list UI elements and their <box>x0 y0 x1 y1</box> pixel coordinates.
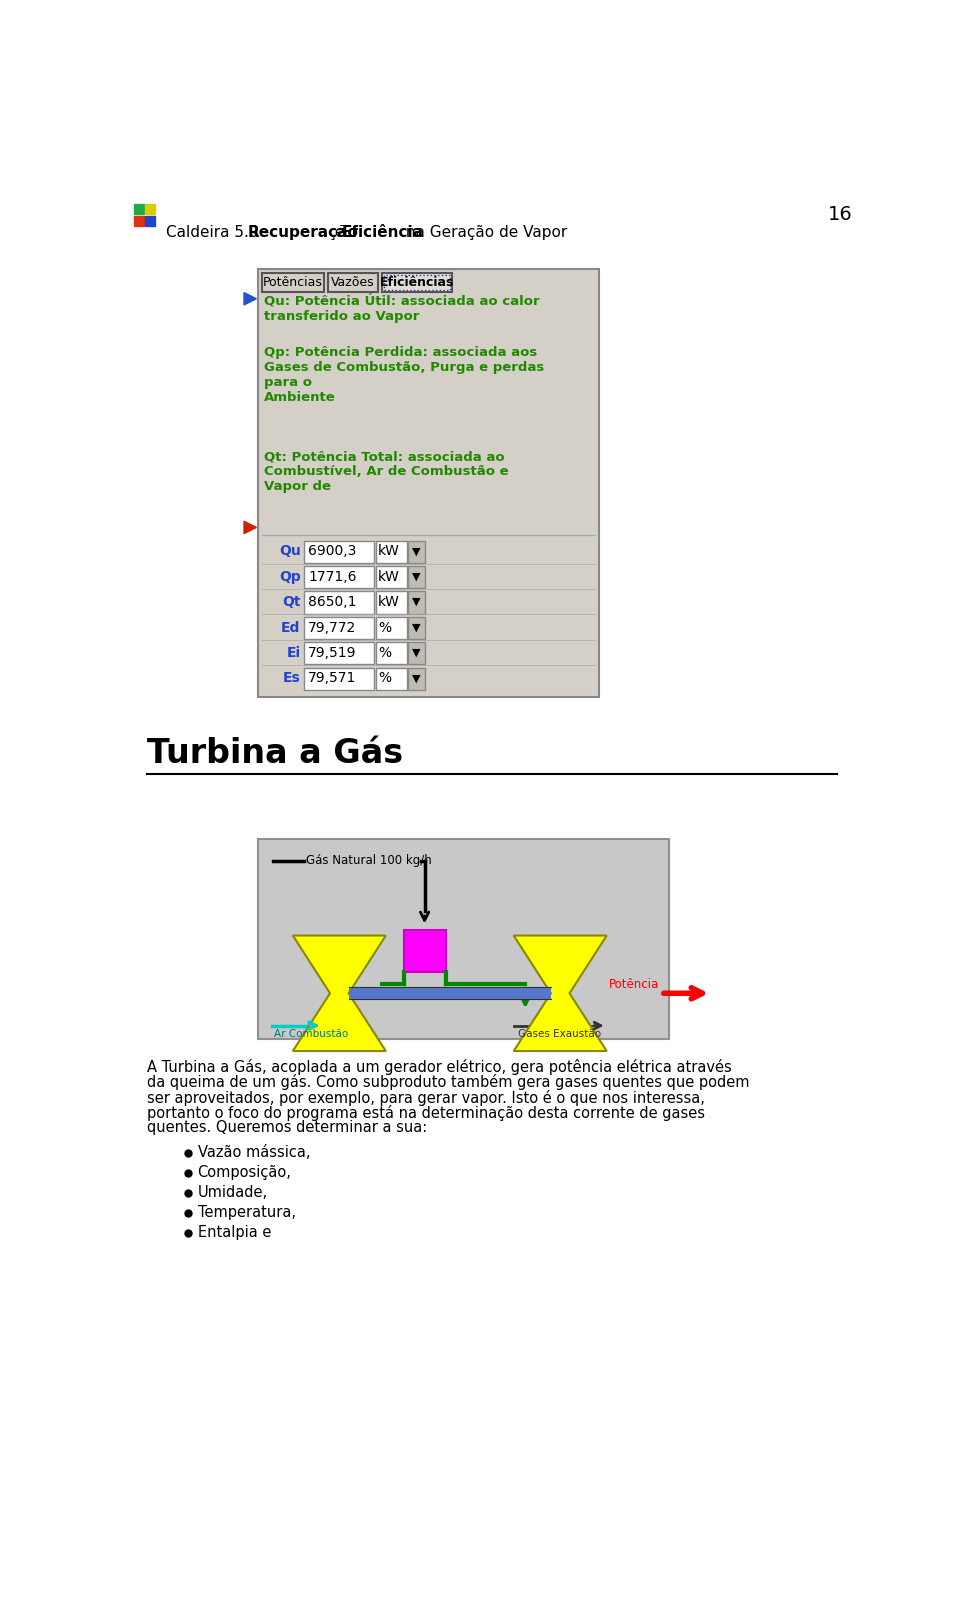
Bar <box>403 930 446 972</box>
Text: 1771,6: 1771,6 <box>308 569 357 584</box>
Text: ▼: ▼ <box>412 648 420 658</box>
Text: Qt: Qt <box>282 595 300 610</box>
Text: Turbina a Gás: Turbina a Gás <box>147 736 403 770</box>
Polygon shape <box>244 521 256 534</box>
Bar <box>408 642 424 664</box>
Bar <box>134 204 144 213</box>
Text: 8650,1: 8650,1 <box>308 595 357 610</box>
Text: Vazão mássica,: Vazão mássica, <box>198 1145 310 1160</box>
Text: Qp: Qp <box>278 569 300 584</box>
Text: Composição,: Composição, <box>198 1165 292 1181</box>
Bar <box>258 269 599 696</box>
Bar <box>375 642 407 664</box>
Text: kW: kW <box>378 595 400 610</box>
Text: 16: 16 <box>828 205 853 223</box>
Bar <box>408 592 424 614</box>
Text: ▼: ▼ <box>412 547 420 557</box>
Bar <box>304 541 374 563</box>
Text: Qp: Potência Perdida: associada aos
Gases de Combustão, Purga e perdas
para o
Am: Qp: Potência Perdida: associada aos Gase… <box>264 346 544 404</box>
Text: Eficiência: Eficiência <box>342 225 423 241</box>
Text: da queima de um gás. Como subproduto também gera gases quentes que podem: da queima de um gás. Como subproduto tam… <box>147 1075 750 1091</box>
Text: A Turbina a Gás, acoplada a um gerador elétrico, gera potência elétrica através: A Turbina a Gás, acoplada a um gerador e… <box>147 1059 732 1075</box>
Text: 79,519: 79,519 <box>308 646 357 659</box>
Text: %: % <box>378 672 392 685</box>
Text: ▼: ▼ <box>412 622 420 632</box>
Text: %: % <box>378 646 392 659</box>
Text: Eficiências: Eficiências <box>379 276 454 289</box>
Polygon shape <box>293 935 386 1051</box>
Text: ▼: ▼ <box>412 597 420 608</box>
Text: Caldeira 5.0 -: Caldeira 5.0 - <box>166 225 275 241</box>
Bar <box>145 204 155 213</box>
Text: e: e <box>330 225 349 241</box>
Text: kW: kW <box>378 569 400 584</box>
Text: Qt: Potência Total: associada ao
Combustível, Ar de Combustão e
Vapor de: Qt: Potência Total: associada ao Combust… <box>264 451 509 494</box>
Text: Recuperação: Recuperação <box>248 225 359 241</box>
Bar <box>304 618 374 638</box>
Bar <box>382 273 452 292</box>
Bar <box>304 592 374 614</box>
Bar <box>134 215 144 226</box>
Text: Gases Exaustão: Gases Exaustão <box>517 1030 601 1039</box>
Text: na Geração de Vapor: na Geração de Vapor <box>401 225 567 241</box>
Bar <box>327 273 378 292</box>
Bar <box>375 566 407 589</box>
Text: Ei: Ei <box>286 646 300 659</box>
Bar <box>383 274 450 290</box>
Text: Es: Es <box>283 672 300 685</box>
Bar <box>304 667 374 690</box>
Bar <box>304 566 374 589</box>
Polygon shape <box>244 292 256 305</box>
Bar <box>375 592 407 614</box>
Text: Vazões: Vazões <box>331 276 374 289</box>
Bar <box>408 541 424 563</box>
Text: Qu: Qu <box>278 544 300 558</box>
Text: Temperatura,: Temperatura, <box>198 1205 296 1221</box>
Text: 6900,3: 6900,3 <box>308 544 357 558</box>
Bar <box>375 541 407 563</box>
Text: ▼: ▼ <box>412 674 420 683</box>
Bar <box>145 215 155 226</box>
Text: Potência: Potência <box>609 977 659 991</box>
Text: Umidade,: Umidade, <box>198 1185 268 1200</box>
Polygon shape <box>514 935 607 1051</box>
Bar <box>348 988 551 999</box>
Text: quentes. Queremos determinar a sua:: quentes. Queremos determinar a sua: <box>147 1120 427 1136</box>
Text: Potências: Potências <box>263 276 323 289</box>
Text: Entalpia e: Entalpia e <box>198 1225 271 1240</box>
Text: ▼: ▼ <box>412 571 420 582</box>
Text: portanto o foco do programa está na determinação desta corrente de gases: portanto o foco do programa está na dete… <box>147 1105 706 1121</box>
Text: 79,772: 79,772 <box>308 621 356 635</box>
Bar <box>375 618 407 638</box>
Text: 79,571: 79,571 <box>308 672 357 685</box>
Text: Ed: Ed <box>281 621 300 635</box>
Text: Gás Natural 100 kg/h: Gás Natural 100 kg/h <box>306 855 432 868</box>
Text: %: % <box>378 621 392 635</box>
Bar <box>408 667 424 690</box>
Text: Ar Combustão: Ar Combustão <box>275 1030 348 1039</box>
Bar <box>262 273 324 292</box>
Bar <box>408 618 424 638</box>
Text: kW: kW <box>378 544 400 558</box>
Bar <box>375 667 407 690</box>
Text: Qu: Potência Útil: associada ao calor
transferido ao Vapor: Qu: Potência Útil: associada ao calor tr… <box>264 294 540 322</box>
Bar <box>258 839 669 1039</box>
Bar <box>304 642 374 664</box>
Text: ser aproveitados, por exemplo, para gerar vapor. Isto é o que nos interessa,: ser aproveitados, por exemplo, para gera… <box>147 1089 705 1105</box>
Bar <box>408 566 424 589</box>
